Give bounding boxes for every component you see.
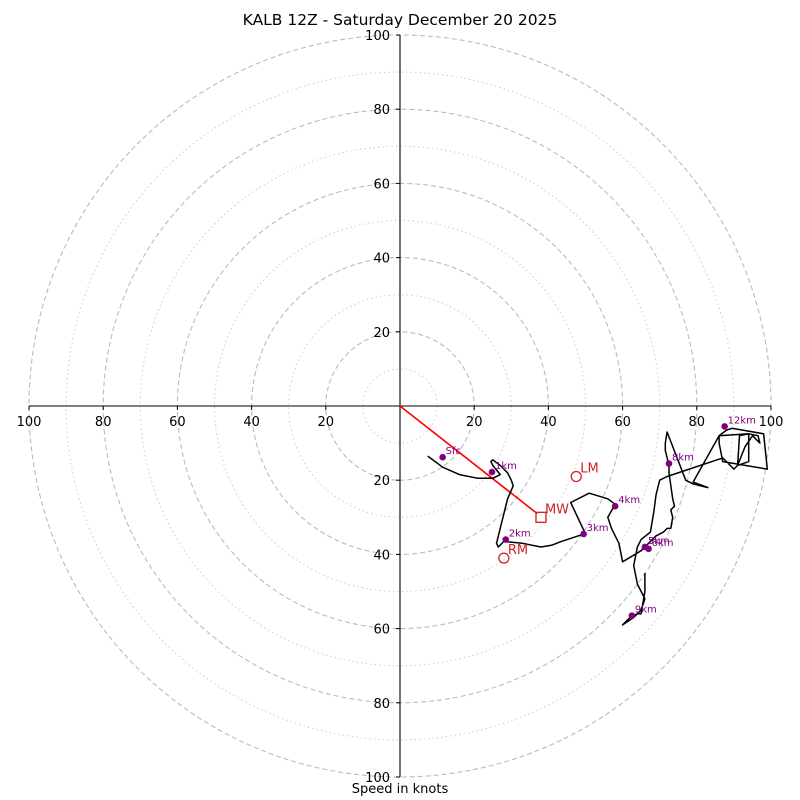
height-marker-label-8km: 8km: [672, 453, 694, 464]
storm-motion-MW-marker: [535, 511, 547, 523]
x-tick-label: 60: [169, 415, 186, 430]
storm-motion-MW-label: MW: [545, 502, 569, 517]
y-tick-label: 80: [373, 697, 390, 712]
y-tick-label: 20: [373, 474, 390, 489]
hodograph-trace: [427, 427, 769, 626]
y-tick-label: 40: [373, 252, 390, 267]
y-tick-label: 60: [373, 623, 390, 638]
y-tick-label: 60: [373, 177, 390, 192]
y-tick-label: 40: [373, 548, 390, 563]
height-marker-label-4km: 4km: [618, 495, 640, 506]
height-marker-12km: [721, 423, 728, 430]
height-marker-1km: [488, 468, 496, 476]
height-marker-3km: [580, 530, 587, 538]
height-marker-label-12km: 12km: [728, 415, 756, 426]
height-marker-4km: [611, 502, 619, 510]
storm-motion-markers: LM MW RM: [498, 461, 599, 564]
shear-vector-group: [399, 405, 538, 515]
chart-title: KALB 12Z - Saturday December 20 2025: [242, 11, 558, 29]
hodograph-trace-group: [427, 427, 769, 626]
storm-motion-RM-label: RM: [508, 543, 528, 558]
y-tick-label: 20: [373, 326, 390, 341]
height-marker-6km: [645, 545, 652, 553]
x-axis-label: Speed in knots: [351, 782, 449, 797]
x-tick-label: 40: [540, 415, 557, 430]
storm-motion-LM-marker: [570, 470, 582, 483]
shear-vector: [399, 405, 538, 515]
storm-motion-LM-label: LM: [580, 461, 598, 476]
x-tick-label: 80: [689, 415, 706, 430]
height-marker-2km: [502, 536, 510, 543]
y-tick-label: 80: [373, 103, 390, 118]
tick-labels: 100 80 60 40 20 20 40 60 80 100 100 80 60 40 20 20 40 60 8…: [17, 29, 784, 786]
x-tick-label: 60: [614, 415, 631, 430]
height-marker-8km: [665, 460, 673, 467]
y-tick-label: 100: [365, 771, 390, 786]
height-marker-label-2km: 2km: [509, 529, 531, 540]
x-tick-label: 100: [759, 415, 784, 430]
x-tick-label: 40: [243, 415, 260, 430]
x-tick-label: 20: [318, 415, 335, 430]
height-marker-9km: [628, 612, 636, 619]
x-tick-label: 100: [17, 415, 42, 430]
height-marker-label-5km: 5km: [648, 536, 670, 547]
height-marker-label-3km: 3km: [587, 523, 609, 534]
height-marker-label-9km: 9km: [635, 605, 657, 616]
height-marker-label-1km: 1km: [495, 461, 517, 472]
height-marker-label-6km: 6km: [652, 538, 674, 549]
height-marker-label-Sfc: Sfc: [446, 446, 461, 457]
x-tick-label: 20: [466, 415, 483, 430]
storm-motion-RM-marker: [498, 552, 510, 564]
x-tick-label: 80: [95, 415, 112, 430]
height-marker-Sfc: [439, 453, 446, 461]
y-tick-label: 100: [365, 29, 390, 44]
